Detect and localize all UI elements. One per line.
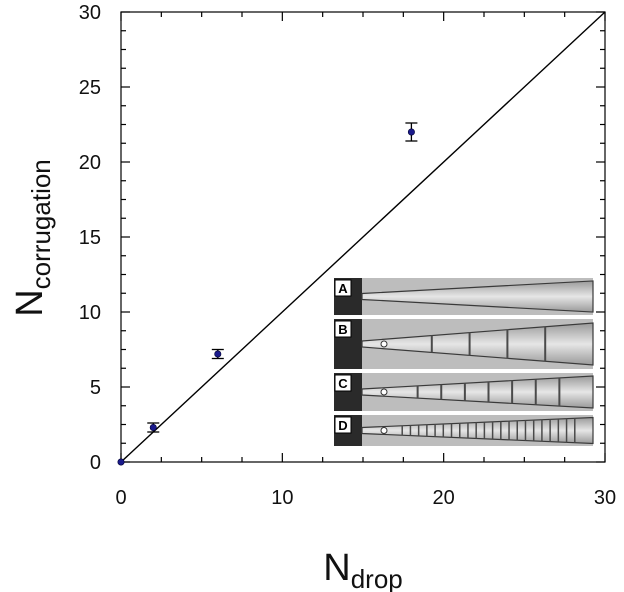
x-axis-title: Ndrop xyxy=(323,547,403,592)
panel-letter-box xyxy=(334,374,352,392)
data-point xyxy=(407,128,415,136)
data-point xyxy=(214,350,222,358)
data-points xyxy=(117,122,418,466)
inset-panel: D xyxy=(334,415,594,446)
panel-tube xyxy=(361,322,594,366)
panel-letter: D xyxy=(338,418,347,433)
y-tick-label: 10 xyxy=(79,302,101,324)
panel-letter-box xyxy=(334,416,352,434)
x-axis-title-sub: drop xyxy=(351,564,403,592)
droplet xyxy=(380,340,388,348)
y-tick-label: 20 xyxy=(79,152,101,174)
droplet xyxy=(380,427,388,434)
inset-images: A B C D xyxy=(334,278,594,446)
y-tick-label: 15 xyxy=(79,227,101,249)
x-tick-label: 0 xyxy=(115,487,126,509)
droplet xyxy=(380,388,388,396)
axis-ticks xyxy=(120,11,606,463)
data-point xyxy=(149,423,157,431)
panel-letter-box xyxy=(334,279,352,297)
y-axis-title-main: N xyxy=(9,289,51,316)
y-tick-label: 25 xyxy=(79,77,101,99)
panel-letter: A xyxy=(338,281,348,296)
inset-panel: B xyxy=(334,319,594,369)
x-tick-label: 10 xyxy=(271,487,293,509)
inset-panel: A xyxy=(334,278,594,315)
y-tick-label: 5 xyxy=(90,377,101,399)
panel-tube xyxy=(361,416,594,445)
x-tick-label: 30 xyxy=(594,487,616,509)
y-tick-labels: 0 5 10 15 20 25 30 xyxy=(79,2,101,474)
y-axis-title-sub: corrugation xyxy=(26,159,56,289)
y-axis-title: Ncorrugation xyxy=(9,159,56,317)
panel-letter: C xyxy=(338,376,348,391)
y-tick-label: 0 xyxy=(90,452,101,474)
x-tick-label: 20 xyxy=(433,487,455,509)
panel-letter-box xyxy=(334,320,352,338)
panel-letter: B xyxy=(338,322,347,337)
reference-line xyxy=(120,11,606,463)
inset-panel: C xyxy=(334,373,594,411)
y-tick-label: 30 xyxy=(79,2,101,24)
x-axis-title-main: N xyxy=(323,547,350,589)
data-point xyxy=(117,458,125,466)
x-tick-labels: 0 10 20 30 xyxy=(115,487,616,509)
panel-tube xyxy=(361,280,594,313)
